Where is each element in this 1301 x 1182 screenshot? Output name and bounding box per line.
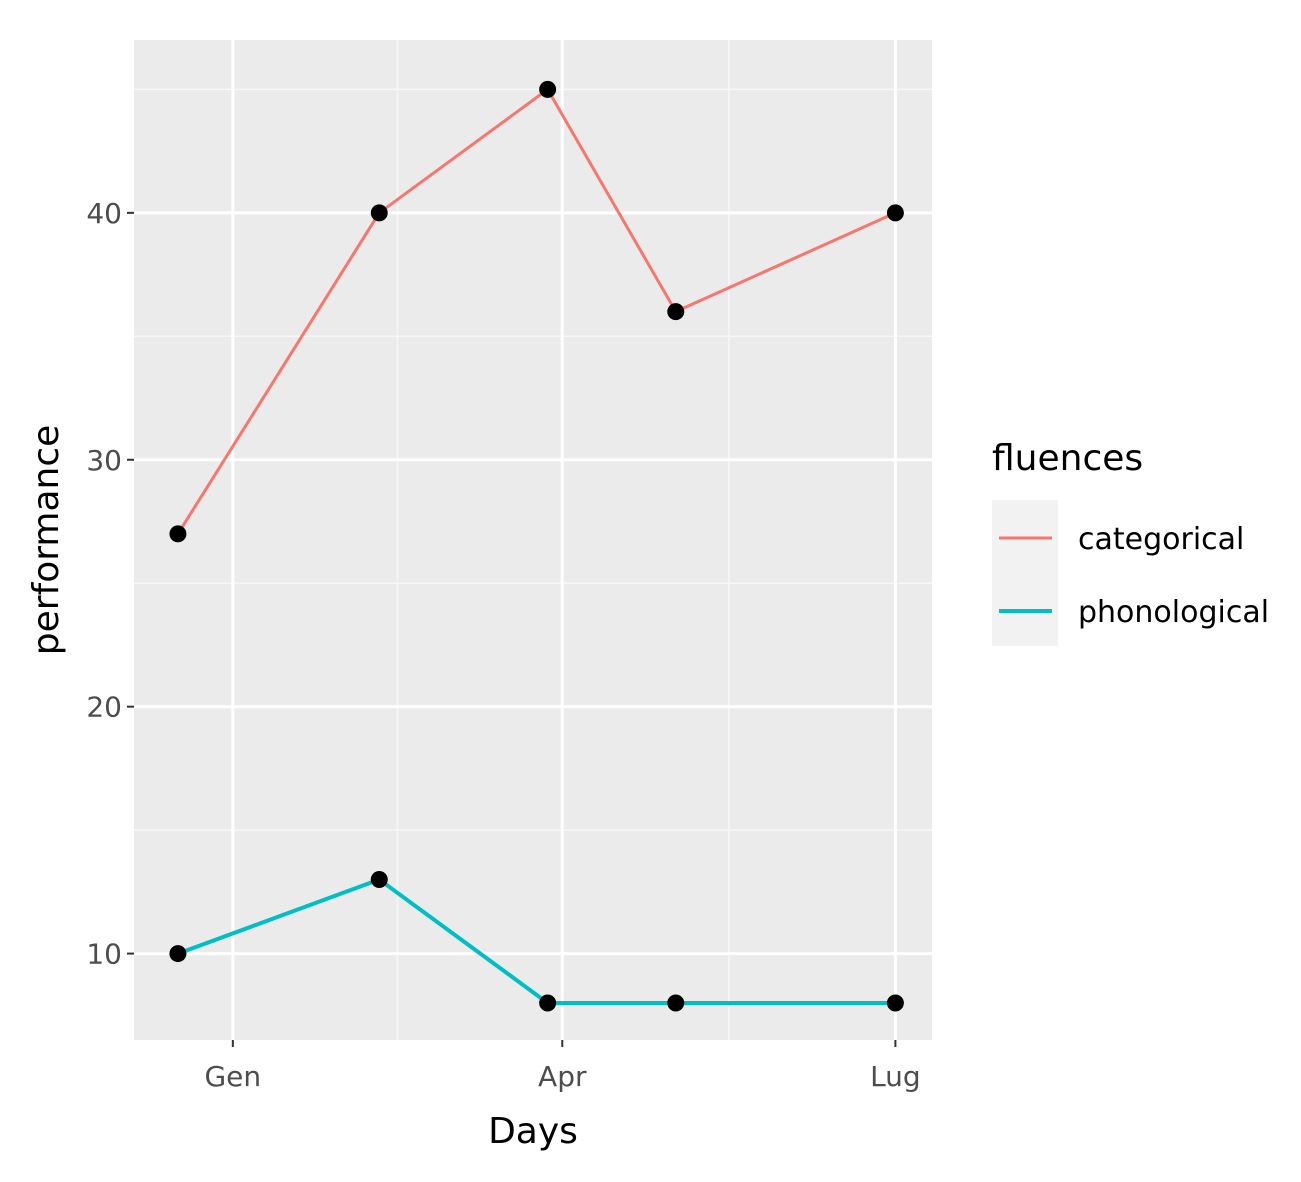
x-axis-ticks: Gen Apr Lug: [204, 1040, 921, 1093]
y-tick-label: 30: [86, 444, 122, 477]
data-point-phonological: [539, 994, 557, 1012]
legend-key-background: [992, 500, 1058, 646]
major-gridlines: [134, 40, 932, 1040]
data-point-categorical: [667, 303, 685, 321]
data-point-phonological: [370, 871, 388, 889]
y-axis-ticks: 10 20 30 40: [86, 197, 134, 971]
legend-items: categorical phonological: [999, 522, 1269, 630]
y-tick-label: 40: [86, 197, 122, 230]
y-tick-label: 10: [86, 938, 122, 971]
x-axis-title: Days: [488, 1111, 578, 1152]
data-point-categorical: [539, 80, 557, 98]
data-point-phonological: [886, 994, 904, 1012]
plot-panel-background: [134, 40, 932, 1040]
legend-label-phonological: phonological: [1078, 595, 1269, 630]
series-points: [169, 80, 904, 1012]
minor-gridlines: [134, 40, 932, 1040]
legend-title: fluences: [992, 438, 1143, 479]
x-tick-label: Lug: [870, 1060, 921, 1093]
legend: fluences categorical phonological: [992, 438, 1269, 646]
data-point-categorical: [169, 525, 187, 543]
data-point-categorical: [370, 204, 388, 222]
data-point-categorical: [886, 204, 904, 222]
x-tick-label: Apr: [538, 1060, 587, 1093]
y-axis-title: performance: [26, 425, 67, 656]
data-point-phonological: [667, 994, 685, 1012]
y-tick-label: 20: [86, 691, 122, 724]
legend-label-categorical: categorical: [1078, 522, 1244, 557]
x-tick-label: Gen: [204, 1060, 261, 1093]
data-point-phonological: [169, 945, 187, 963]
